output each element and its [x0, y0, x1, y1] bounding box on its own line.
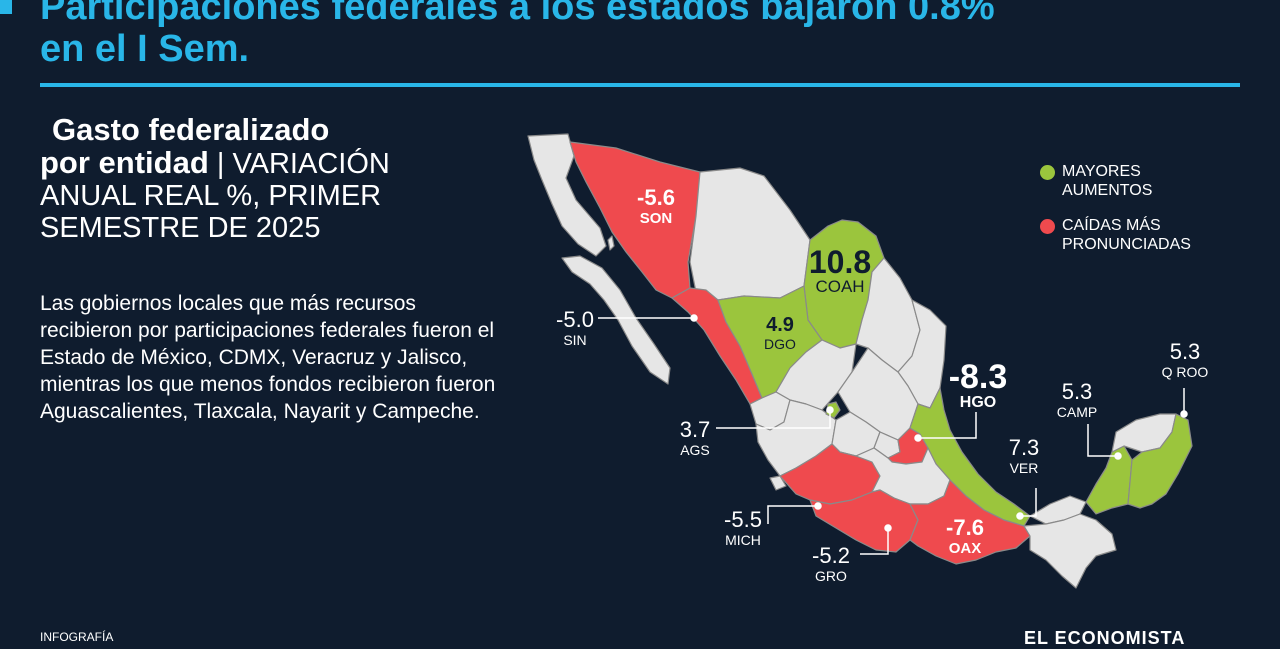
subtitle-light-1: VARIACIÓN [232, 148, 390, 180]
leader-ver [1022, 488, 1037, 517]
state-sin [671, 287, 763, 405]
header-divider [40, 83, 1240, 87]
body-paragraph: Las gobiernos locales que más recursos r… [40, 292, 496, 423]
leader-gro [860, 530, 889, 555]
headline-marker [0, 0, 12, 14]
leader-mich [767, 505, 816, 524]
state-gro [809, 489, 919, 553]
label-camp: 5.3 CAMP [1056, 379, 1098, 421]
leader-qroo-dot [1180, 410, 1188, 418]
state-dgo [717, 285, 823, 399]
leader-gro-dot [884, 524, 892, 532]
label-oax: -7.6 OAX [946, 515, 984, 558]
legend-increase-swatch [1040, 165, 1055, 180]
headline-line1: Participaciones federales a los estados … [40, 0, 995, 28]
leader-ags-dot [826, 406, 834, 414]
leader-ver-dot [1016, 512, 1024, 520]
headline: Participaciones federales a los estados … [40, 0, 995, 70]
state-jal [755, 399, 837, 477]
label-ags: 3.7 AGS [679, 417, 711, 459]
subtitle-separator: | [216, 148, 225, 180]
state-qroo [1127, 413, 1193, 509]
legend-increase-line2: AUMENTOS [1062, 182, 1153, 199]
label-coah: 10.8 COAH [808, 244, 872, 296]
state-col [769, 475, 787, 491]
state-hgo [887, 427, 929, 465]
state-coah [803, 219, 885, 349]
state-bc-island [607, 235, 615, 251]
state-central [855, 447, 951, 505]
state-chis [1023, 513, 1117, 589]
label-qroo: 5.3 Q ROO [1161, 339, 1209, 381]
leader-mich-dot [814, 502, 822, 510]
leader-ags [716, 412, 831, 429]
state-slp [837, 347, 919, 441]
label-son: -5.6 SON [637, 185, 675, 228]
legend-increase-line1: MAYORES [1062, 163, 1141, 180]
subtitle-light-2: ANUAL REAL %, PRIMER [40, 180, 382, 212]
state-ver [909, 387, 1031, 527]
label-mich: -5.5 MICH [724, 507, 762, 549]
legend-decrease-line1: CAÍDAS MÁS [1062, 217, 1161, 234]
legend-decrease-swatch [1040, 219, 1055, 234]
label-sin: -5.0 SIN [556, 307, 594, 349]
map-legend: MAYORES AUMENTOS CAÍDAS MÁS PRONUNCIADAS [1040, 162, 1191, 270]
state-tamps [897, 299, 947, 409]
label-dgo: 4.9 DGO [764, 314, 796, 352]
state-bc [527, 133, 607, 257]
state-zac [775, 339, 857, 411]
headline-line2: en el I Sem. [40, 28, 250, 70]
footer-logo: EL ECONOMISTA [1024, 628, 1186, 648]
map-subtitle: Gasto federalizado por entidad | VARIACI… [40, 112, 460, 245]
state-nay [749, 391, 791, 431]
legend-decrease: CAÍDAS MÁS PRONUNCIADAS [1040, 216, 1191, 254]
state-oax [909, 479, 1031, 565]
legend-decrease-line2: PRONUNCIADAS [1062, 236, 1191, 253]
state-gto [831, 411, 881, 457]
state-chih [689, 167, 811, 301]
label-ver: 7.3 VER [1008, 435, 1040, 477]
state-mich [779, 443, 881, 505]
legend-increase: MAYORES AUMENTOS [1040, 162, 1191, 200]
state-son [569, 141, 701, 299]
state-camp [1085, 445, 1133, 515]
state-bcs [561, 255, 671, 385]
label-gro: -5.2 GRO [812, 543, 850, 585]
subtitle-light-3: SEMESTRE DE 2025 [40, 212, 321, 244]
state-ags [825, 401, 841, 419]
state-yuc [1111, 413, 1177, 453]
footer-credit: INFOGRAFÍA [40, 630, 114, 644]
state-tab [1029, 495, 1087, 525]
state-qro [873, 431, 901, 459]
state-nl [855, 257, 921, 373]
subtitle-bold-1: Gasto federalizado [52, 112, 330, 147]
leader-camp-dot [1114, 452, 1122, 460]
leader-hgo [920, 412, 977, 439]
label-hgo: -8.3 HGO [948, 358, 1008, 411]
leader-camp [1087, 424, 1116, 457]
leader-sin-dot [690, 314, 698, 322]
leader-hgo-dot [914, 434, 922, 442]
subtitle-bold-2: por entidad [40, 145, 209, 180]
